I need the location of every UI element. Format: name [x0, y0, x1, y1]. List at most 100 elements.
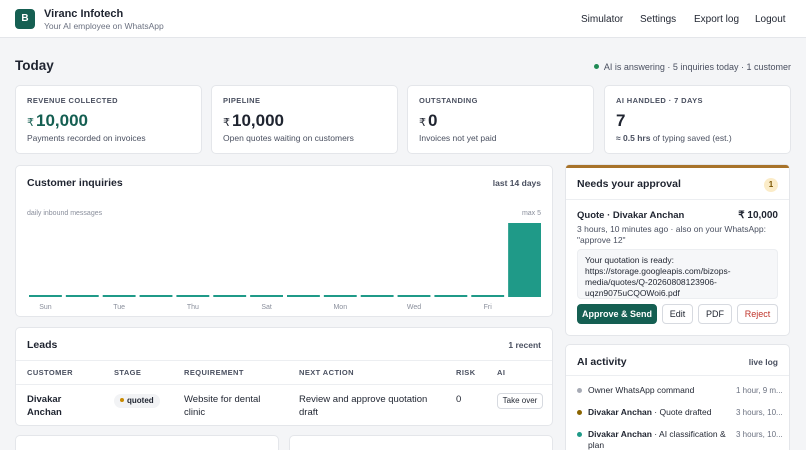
stat-label: PIPELINE: [223, 96, 261, 105]
approval-item-title[interactable]: Quote · Divakar Anchan: [577, 210, 685, 221]
page-title: Today: [15, 58, 54, 73]
stat-value: 7: [616, 111, 625, 131]
nav-logout[interactable]: Logout: [755, 14, 786, 25]
date-range-label[interactable]: last 14 days: [492, 178, 541, 188]
activity-dot-icon: [577, 432, 582, 437]
x-tick-label: Mon: [333, 304, 347, 311]
chart-bar: [102, 295, 136, 297]
stat-note-bold: ≈ 0.5 hrs: [616, 133, 651, 143]
x-tick-label: Sat: [261, 304, 272, 311]
chart-bar: [434, 295, 468, 297]
divider: [16, 384, 552, 385]
approval-amount: ₹ 10,000: [738, 210, 778, 221]
col-header-next-action: NEXT ACTION: [299, 368, 354, 377]
leads-count: 1 recent: [508, 340, 541, 350]
stat-label: OUTSTANDING: [419, 96, 478, 105]
top-bar: B Viranc Infotech Your AI employee on Wh…: [0, 0, 806, 38]
chart-bar: [508, 223, 541, 297]
card-title: Needs your approval: [577, 178, 681, 190]
stat-number: 10,000: [36, 111, 88, 130]
activity-dot-icon: [577, 388, 582, 393]
nav-export-log[interactable]: Export log: [694, 14, 740, 25]
currency-symbol: ₹: [223, 117, 230, 129]
stat-label: AI HANDLED · 7 DAYS: [616, 96, 703, 105]
bottom-card-left: [15, 435, 279, 450]
divider: [16, 360, 552, 361]
activity-text: Divakar Anchan · Quote drafted: [588, 407, 728, 418]
activity-description: Owner WhatsApp command: [588, 385, 695, 395]
stat-value: ₹0: [419, 111, 437, 131]
leads-card: Leads 1 recent CUSTOMER STAGE REQUIREMEN…: [15, 327, 553, 426]
divider: [566, 199, 789, 200]
chart-bar: [250, 295, 283, 297]
stat-note: Payments recorded on invoices: [27, 133, 146, 143]
col-header-customer: CUSTOMER: [27, 368, 73, 377]
approve-send-button[interactable]: Approve & Send: [577, 304, 657, 324]
brand-logo[interactable]: B: [15, 9, 35, 29]
chart-bar: [287, 295, 320, 297]
approval-count-badge: 1: [764, 178, 778, 192]
customer-inquiries-card: Customer inquiries last 14 days daily in…: [15, 165, 553, 317]
quote-message-preview: Your quotation is ready: https://storage…: [577, 249, 778, 299]
col-header-stage: STAGE: [114, 368, 142, 377]
stage-dot-icon: [120, 398, 124, 402]
chart-bar: [471, 295, 505, 297]
lead-risk: 0: [456, 394, 462, 405]
stat-number: 10,000: [232, 111, 284, 130]
stat-number: 7: [616, 111, 626, 130]
brand-name: Viranc Infotech: [44, 8, 124, 20]
chart-max-label: max 5: [521, 210, 541, 217]
edit-button[interactable]: Edit: [662, 304, 693, 324]
status-badge: quoted: [114, 394, 160, 408]
chart-bar: [360, 295, 394, 297]
stat-value: ₹10,000: [27, 111, 88, 131]
stat-note-text: of typing saved (est.): [652, 133, 732, 143]
activity-time: 3 hours, 10...: [736, 430, 782, 439]
activity-dot-icon: [577, 410, 582, 415]
chart-bar: [29, 295, 62, 297]
stat-note: ≈ 0.5 hrs of typing saved (est.): [616, 133, 732, 143]
card-title: AI activity: [577, 356, 627, 368]
x-tick-label: Fri: [484, 304, 493, 311]
approval-accent-bar: [566, 165, 789, 168]
chart-bar: [323, 295, 357, 297]
lead-customer[interactable]: Divakar Anchan: [27, 394, 62, 418]
stat-card-outstanding: OUTSTANDING ₹0 Invoices not yet paid: [407, 85, 594, 154]
col-header-risk: RISK: [456, 368, 476, 377]
stat-note: Invoices not yet paid: [419, 133, 497, 143]
status-dot-icon: [593, 64, 599, 69]
x-tick-label: Sun: [39, 304, 52, 311]
activity-customer: Divakar Anchan: [588, 429, 652, 439]
chart-bar: [65, 295, 99, 297]
col-header-ai: AI: [497, 368, 506, 377]
x-tick-label: Tue: [113, 304, 125, 311]
bottom-card-right: [289, 435, 553, 450]
stat-note: Open quotes waiting on customers: [223, 133, 354, 143]
pdf-button[interactable]: PDF: [698, 304, 732, 324]
stat-card-revenue: REVENUE COLLECTED ₹10,000 Payments recor…: [15, 85, 202, 154]
stage-label: quoted: [127, 396, 154, 405]
x-tick-label: Wed: [407, 304, 421, 311]
chart-bar: [397, 295, 431, 297]
chart-bar: [139, 295, 173, 297]
stat-number: 0: [428, 111, 438, 130]
activity-text: Owner WhatsApp command: [588, 385, 728, 396]
activity-time: 3 hours, 10...: [736, 408, 782, 417]
approval-meta: 3 hours, 10 minutes ago · also on your W…: [577, 224, 766, 245]
col-header-requirement: REQUIREMENT: [184, 368, 244, 377]
chart-axis-note: daily inbound messages: [27, 210, 103, 217]
chart-bar: [213, 295, 247, 297]
nav-simulator[interactable]: Simulator: [581, 14, 624, 25]
ai-status: AI is answering · 5 inquiries today · 1 …: [593, 62, 791, 72]
activity-text: Divakar Anchan · AI classification & pla…: [588, 429, 728, 450]
stat-card-pipeline: PIPELINE ₹10,000 Open quotes waiting on …: [211, 85, 398, 154]
take-over-button[interactable]: Take over: [497, 393, 543, 409]
activity-description: · Quote drafted: [651, 407, 712, 417]
nav-settings[interactable]: Settings: [640, 14, 677, 25]
stat-label: REVENUE COLLECTED: [27, 96, 118, 105]
chart-bar: [176, 295, 210, 297]
activity-time: 1 hour, 9 m...: [736, 386, 782, 395]
ai-activity-card: AI activity live log Owner WhatsApp comm…: [565, 344, 790, 450]
brand-tagline: Your AI employee on WhatsApp: [44, 21, 164, 31]
reject-button[interactable]: Reject: [737, 304, 778, 324]
